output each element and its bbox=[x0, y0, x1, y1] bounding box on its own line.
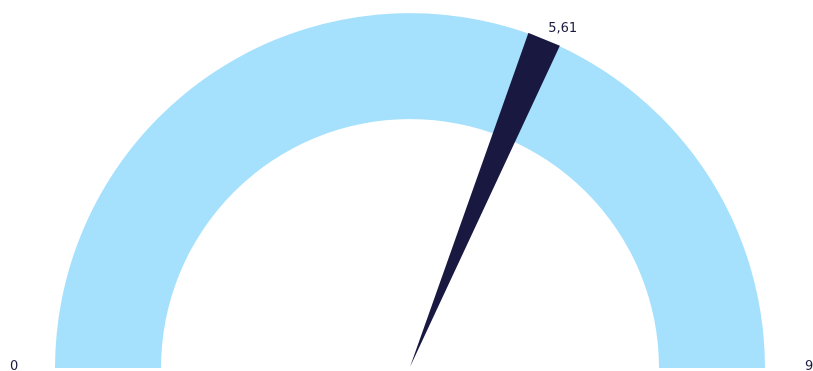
gauge-band bbox=[55, 13, 765, 369]
gauge-max-label: 9 bbox=[805, 359, 813, 371]
gauge-value-label: 5,61 bbox=[548, 21, 577, 36]
gauge-min-label: 0 bbox=[10, 359, 18, 371]
gauge-needle bbox=[410, 32, 560, 368]
